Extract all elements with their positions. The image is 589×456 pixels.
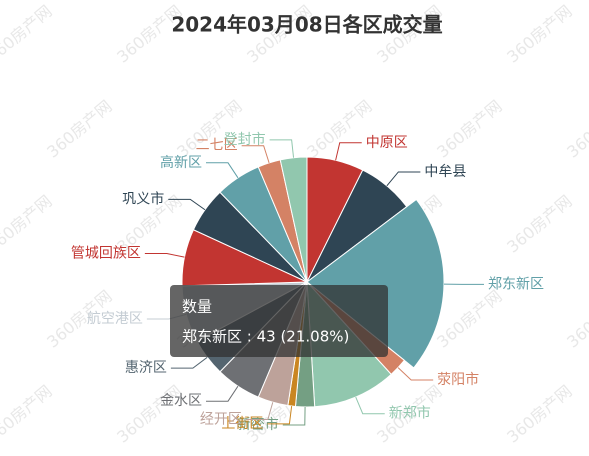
- tooltip: 数量 郑东新区 : 43 (21.08%): [170, 285, 388, 357]
- watermark: 360房产网: [43, 96, 115, 161]
- watermark: 360房产网: [563, 96, 589, 161]
- slice-label: 金水区: [160, 393, 202, 409]
- leader-line: [269, 139, 295, 158]
- watermark: 360房产网: [503, 191, 575, 256]
- chart-title: 2024年03月08日各区成交量: [171, 13, 442, 37]
- slice-label: 登封市: [224, 131, 266, 148]
- tooltip-title: 数量: [182, 298, 212, 316]
- leader-line: [170, 356, 208, 369]
- watermark: 360房产网: [113, 381, 185, 446]
- leader-line: [267, 405, 293, 425]
- leader-line: [397, 367, 434, 381]
- watermark: 360房产网: [0, 381, 56, 446]
- slice-label: 经开区: [200, 412, 242, 428]
- slice-label: 二七区: [196, 138, 238, 154]
- slice-label: 惠济区: [125, 360, 167, 376]
- watermark: 360房产网: [433, 286, 505, 351]
- slice-label: 新郑市: [389, 405, 431, 422]
- leader-line: [206, 162, 239, 179]
- tooltip-label: 郑东新区 : 43 (21.08%): [182, 328, 349, 346]
- leader-line: [335, 142, 362, 161]
- slice-label: 管城回族区: [71, 246, 141, 262]
- watermark: 360房产网: [303, 96, 375, 161]
- slice-label: 中牟县: [424, 164, 466, 180]
- slice-label: 郑东新区: [488, 276, 544, 292]
- leader-line: [386, 171, 421, 187]
- watermark: 360房产网: [503, 381, 575, 446]
- watermark: 360房产网: [0, 1, 56, 66]
- slice-label: 新密市: [237, 416, 279, 433]
- slice-label: 巩义市: [122, 190, 164, 207]
- slice-label: 航空港区: [87, 311, 143, 327]
- watermark: 360房产网: [503, 1, 575, 66]
- pie: 中原区中牟县郑东新区荥阳市新郑市新密市上街区经开区金水区惠济区航空港区管城回族区…: [71, 131, 544, 433]
- tooltip-box: [170, 285, 388, 357]
- leader-line: [245, 402, 274, 421]
- leader-line: [206, 385, 239, 402]
- slice-label: 荥阳市: [437, 371, 479, 388]
- leader-line: [241, 145, 270, 164]
- slice-label: 高新区: [160, 154, 202, 171]
- slice-label: 中原区: [366, 135, 408, 151]
- pie-slice: [306, 198, 445, 369]
- leader-line: [168, 198, 206, 211]
- watermark: 360房产网: [0, 191, 56, 256]
- leader-line: [355, 396, 385, 415]
- leader-line: [144, 253, 185, 258]
- leader-line: [282, 406, 306, 426]
- watermark: 360房产网: [433, 96, 505, 161]
- watermark: 360房产网: [563, 286, 589, 351]
